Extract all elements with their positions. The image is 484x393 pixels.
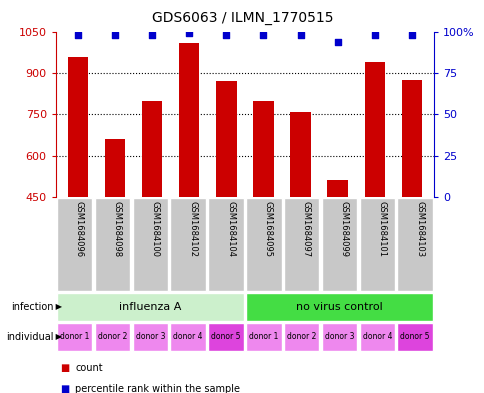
- Text: donor 5: donor 5: [211, 332, 240, 341]
- Bar: [132, 323, 168, 351]
- Bar: [245, 293, 432, 321]
- Bar: [170, 198, 206, 291]
- Text: GSM1684101: GSM1684101: [377, 200, 386, 257]
- Bar: [396, 198, 432, 291]
- Bar: [57, 293, 243, 321]
- Bar: [283, 323, 319, 351]
- Bar: [290, 112, 310, 197]
- Text: count: count: [75, 362, 103, 373]
- Point: [222, 32, 230, 38]
- Bar: [105, 139, 125, 197]
- Point: [296, 32, 304, 38]
- Point: [407, 32, 415, 38]
- Bar: [170, 323, 206, 351]
- Text: influenza A: influenza A: [119, 302, 181, 312]
- Text: donor 1: donor 1: [249, 332, 278, 341]
- Bar: [142, 101, 162, 197]
- Text: GSM1684098: GSM1684098: [112, 200, 121, 257]
- Bar: [94, 323, 130, 351]
- Text: donor 5: donor 5: [400, 332, 429, 341]
- Text: GSM1684104: GSM1684104: [226, 200, 235, 257]
- Text: donor 3: donor 3: [136, 332, 165, 341]
- Point: [74, 32, 82, 38]
- Bar: [364, 62, 384, 197]
- Text: ▶: ▶: [53, 332, 62, 341]
- Bar: [253, 101, 273, 197]
- Text: GSM1684095: GSM1684095: [263, 200, 272, 257]
- Text: GSM1684096: GSM1684096: [75, 200, 84, 257]
- Text: percentile rank within the sample: percentile rank within the sample: [75, 384, 240, 393]
- Point: [111, 32, 119, 38]
- Text: GSM1684102: GSM1684102: [188, 200, 197, 257]
- Bar: [401, 80, 421, 197]
- Text: donor 4: donor 4: [173, 332, 202, 341]
- Text: GSM1684097: GSM1684097: [301, 200, 310, 257]
- Text: GSM1684100: GSM1684100: [150, 200, 159, 257]
- Point: [259, 32, 267, 38]
- Bar: [57, 198, 92, 291]
- Bar: [327, 180, 347, 197]
- Bar: [359, 198, 394, 291]
- Bar: [396, 323, 432, 351]
- Bar: [132, 198, 168, 291]
- Bar: [321, 323, 357, 351]
- Text: donor 1: donor 1: [60, 332, 89, 341]
- Bar: [283, 198, 319, 291]
- Bar: [94, 198, 130, 291]
- Point: [148, 32, 156, 38]
- Text: ■: ■: [60, 384, 70, 393]
- Text: individual: individual: [6, 332, 53, 342]
- Text: infection: infection: [11, 302, 53, 312]
- Bar: [208, 198, 243, 291]
- Text: donor 2: donor 2: [98, 332, 127, 341]
- Text: donor 2: donor 2: [287, 332, 316, 341]
- Bar: [245, 198, 281, 291]
- Text: GSM1684099: GSM1684099: [339, 200, 348, 257]
- Bar: [208, 323, 243, 351]
- Bar: [68, 57, 88, 197]
- Text: ▶: ▶: [53, 302, 62, 311]
- Bar: [245, 323, 281, 351]
- Point: [370, 32, 378, 38]
- Text: donor 4: donor 4: [362, 332, 391, 341]
- Bar: [359, 323, 394, 351]
- Text: ■: ■: [60, 362, 70, 373]
- Text: GSM1684103: GSM1684103: [414, 200, 424, 257]
- Bar: [179, 43, 199, 197]
- Bar: [57, 323, 92, 351]
- Point: [185, 30, 193, 37]
- Text: no virus control: no virus control: [296, 302, 382, 312]
- Bar: [321, 198, 357, 291]
- Text: donor 3: donor 3: [324, 332, 353, 341]
- Point: [333, 39, 341, 45]
- Text: GDS6063 / ILMN_1770515: GDS6063 / ILMN_1770515: [151, 11, 333, 25]
- Bar: [216, 81, 236, 197]
